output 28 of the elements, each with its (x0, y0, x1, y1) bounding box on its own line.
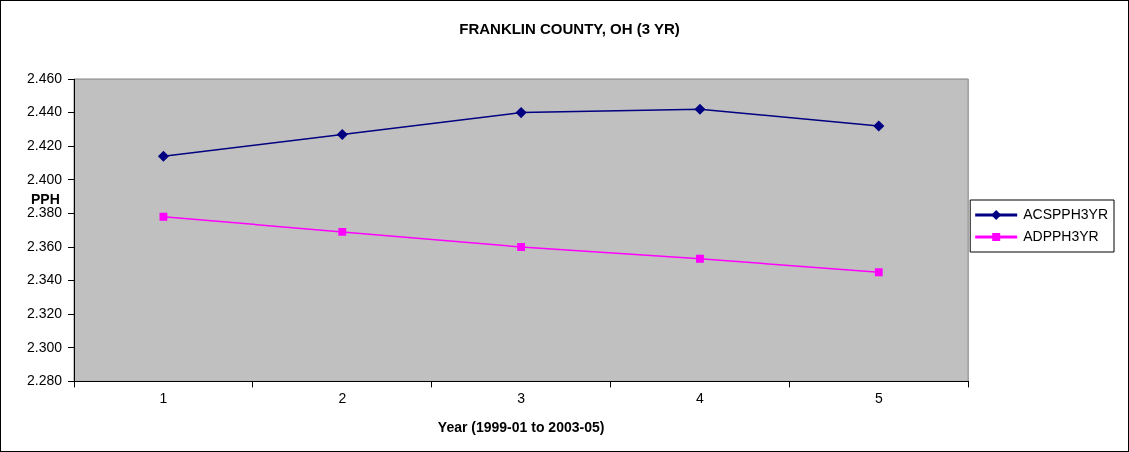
y-tick-label: 2.360 (26, 237, 63, 254)
x-tick-label: 2 (338, 389, 347, 406)
legend-label: ACSPPH3YR (1023, 205, 1109, 222)
point (874, 268, 883, 277)
point (696, 254, 704, 263)
point (694, 103, 706, 115)
point (158, 151, 169, 162)
y-tick-label: 2.340 (26, 271, 63, 288)
y-tick-label: 2.400 (26, 170, 63, 187)
point (515, 107, 527, 118)
x-tick-label: 5 (874, 389, 883, 406)
y-tick-label: 2.300 (26, 338, 63, 355)
point (338, 227, 347, 236)
y-tick-label: 2.320 (26, 305, 63, 322)
y-tick-label: 2.420 (26, 137, 63, 154)
point (337, 129, 348, 140)
point (159, 212, 168, 221)
point (873, 120, 885, 132)
chart-title: FRANKLIN COUNTY, OH (3 YR) (459, 20, 680, 38)
x-tick-label: 4 (696, 389, 705, 406)
x-tick-label: 1 (159, 389, 168, 406)
point (517, 243, 526, 251)
y-tick-label: 2.460 (26, 69, 63, 86)
y-tick-label: 2.440 (26, 103, 63, 120)
legend-label: ADPPH3YR (1023, 227, 1099, 244)
x-tick-label: 3 (517, 389, 526, 406)
y-tick-label: 2.280 (26, 372, 63, 389)
x-axis-title: Year (1999-01 to 2003-05) (437, 419, 605, 436)
